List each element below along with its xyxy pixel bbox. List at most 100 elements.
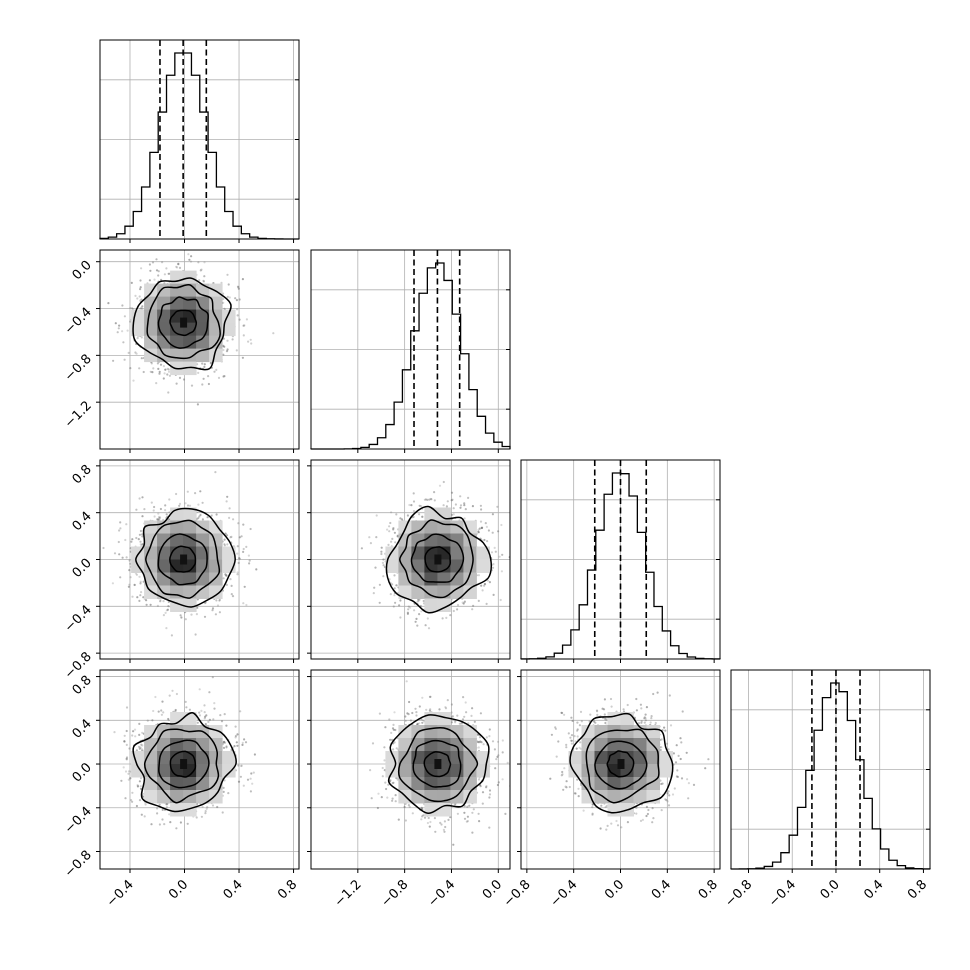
scatter-point	[139, 529, 142, 533]
density-cell	[144, 348, 158, 363]
scatter-point	[184, 700, 187, 704]
scatter-point	[156, 807, 159, 810]
scatter-point	[406, 712, 409, 715]
scatter-point	[466, 820, 469, 823]
scatter-point	[163, 823, 166, 826]
scatter-point	[391, 797, 394, 800]
contour-3-1-3	[387, 714, 490, 815]
scatter-point	[407, 608, 410, 611]
scatter-point	[141, 731, 144, 734]
scatter-point	[465, 820, 468, 823]
scatter-point	[444, 825, 447, 829]
scatter-point	[234, 297, 237, 300]
density-cell	[209, 585, 223, 599]
scatter-point	[142, 596, 145, 599]
scatter-point	[392, 781, 395, 784]
scatter-point	[164, 368, 167, 371]
scatter-point	[377, 792, 380, 795]
panel-body-3-1	[311, 670, 510, 869]
scatter-point	[384, 781, 387, 784]
scatter-point	[236, 573, 239, 576]
density-cell	[424, 790, 438, 804]
scatter-point	[456, 812, 459, 815]
scatter-point	[131, 595, 134, 598]
xtick-label-3-3: 0.4	[861, 877, 886, 902]
scatter-point	[227, 283, 230, 286]
scatter-point	[220, 281, 223, 284]
scatter-point	[423, 498, 426, 501]
scatter-point	[579, 747, 583, 750]
scatter-point	[440, 823, 443, 826]
scatter-point	[649, 721, 652, 724]
scatter-point	[210, 514, 213, 517]
scatter-point	[141, 496, 144, 499]
scatter-point	[123, 740, 126, 743]
scatter-point	[450, 499, 453, 502]
scatter-point	[208, 691, 211, 694]
scatter-point	[165, 267, 168, 270]
scatter-point	[421, 515, 424, 519]
density-cell	[183, 598, 197, 612]
scatter-point	[165, 805, 168, 809]
scatter-point	[398, 604, 401, 607]
density-cell	[581, 725, 595, 739]
density-cell	[209, 546, 223, 560]
scatter-point	[244, 741, 248, 744]
scatter-point	[148, 263, 151, 266]
scatter-point	[196, 606, 199, 610]
scatter-point	[195, 613, 198, 616]
scatter-point	[463, 504, 466, 507]
scatter-point	[203, 365, 206, 368]
scatter-point	[221, 811, 224, 814]
scatter-point	[461, 718, 465, 721]
scatter-point	[198, 279, 201, 282]
scatter-point	[234, 725, 237, 728]
density-cell	[450, 520, 464, 534]
density-cell	[398, 585, 412, 599]
scatter-point	[200, 268, 203, 271]
scatter-point	[391, 782, 394, 785]
scatter-point	[423, 816, 427, 819]
density-cell	[437, 507, 451, 521]
scatter-point	[199, 513, 202, 517]
scatter-point	[372, 592, 375, 595]
scatter-point	[229, 578, 232, 581]
scatter-point	[222, 746, 226, 750]
scatter-point	[157, 512, 160, 515]
scatter-point	[137, 538, 140, 541]
contour-3-2-3	[569, 712, 674, 814]
scatter-point	[390, 511, 393, 514]
scatter-point	[245, 603, 248, 607]
density-cell	[196, 738, 210, 752]
scatter-point	[452, 507, 455, 510]
contour-2-0-0	[169, 545, 197, 573]
scatter-point	[610, 822, 613, 825]
scatter-point	[417, 599, 420, 603]
scatter-point	[223, 538, 226, 541]
scatter-point	[140, 748, 144, 751]
scatter-point	[665, 742, 669, 745]
scatter-point	[194, 633, 197, 636]
scatter-point	[451, 715, 454, 718]
scatter-point	[420, 818, 423, 821]
scatter-point	[127, 351, 130, 354]
density-cell	[183, 335, 197, 350]
density-cell	[476, 559, 490, 573]
ytick-label-1-3: −1.2	[62, 398, 95, 431]
scatter-point	[138, 780, 141, 783]
scatter-point	[439, 821, 442, 825]
scatter-point	[456, 608, 459, 611]
scatter-point	[157, 515, 161, 519]
scatter-point	[429, 820, 432, 824]
scatter-point	[610, 705, 613, 708]
scatter-point	[641, 818, 645, 822]
density-cell	[157, 790, 171, 804]
scatter-point	[203, 717, 206, 720]
scatter-point	[704, 767, 707, 770]
scatter-point	[463, 805, 466, 808]
scatter-point	[131, 538, 134, 541]
scatter-point	[409, 606, 412, 609]
ytick-label-1-1: −0.4	[62, 305, 95, 338]
scatter-point	[132, 379, 135, 382]
scatter-point	[242, 334, 245, 337]
